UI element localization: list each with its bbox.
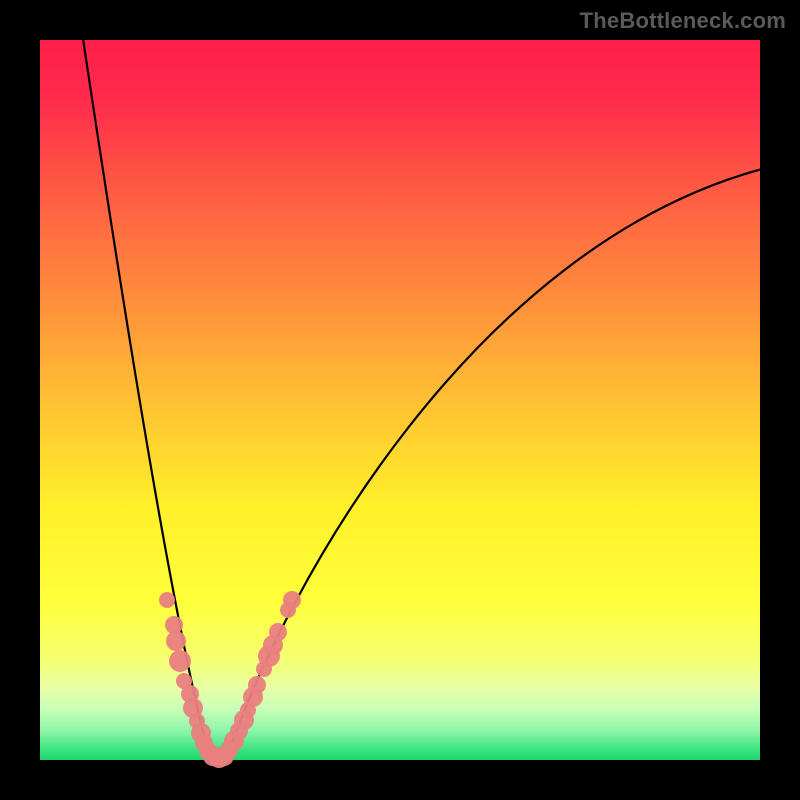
watermark-text: TheBottleneck.com — [580, 8, 786, 34]
plot-area — [40, 40, 760, 760]
data-marker — [248, 676, 266, 694]
chart-canvas: TheBottleneck.com — [0, 0, 800, 800]
data-marker — [166, 631, 186, 651]
data-marker — [269, 623, 287, 641]
data-marker — [169, 650, 191, 672]
markers-layer — [40, 40, 760, 760]
data-marker — [283, 591, 301, 609]
data-marker — [159, 592, 175, 608]
